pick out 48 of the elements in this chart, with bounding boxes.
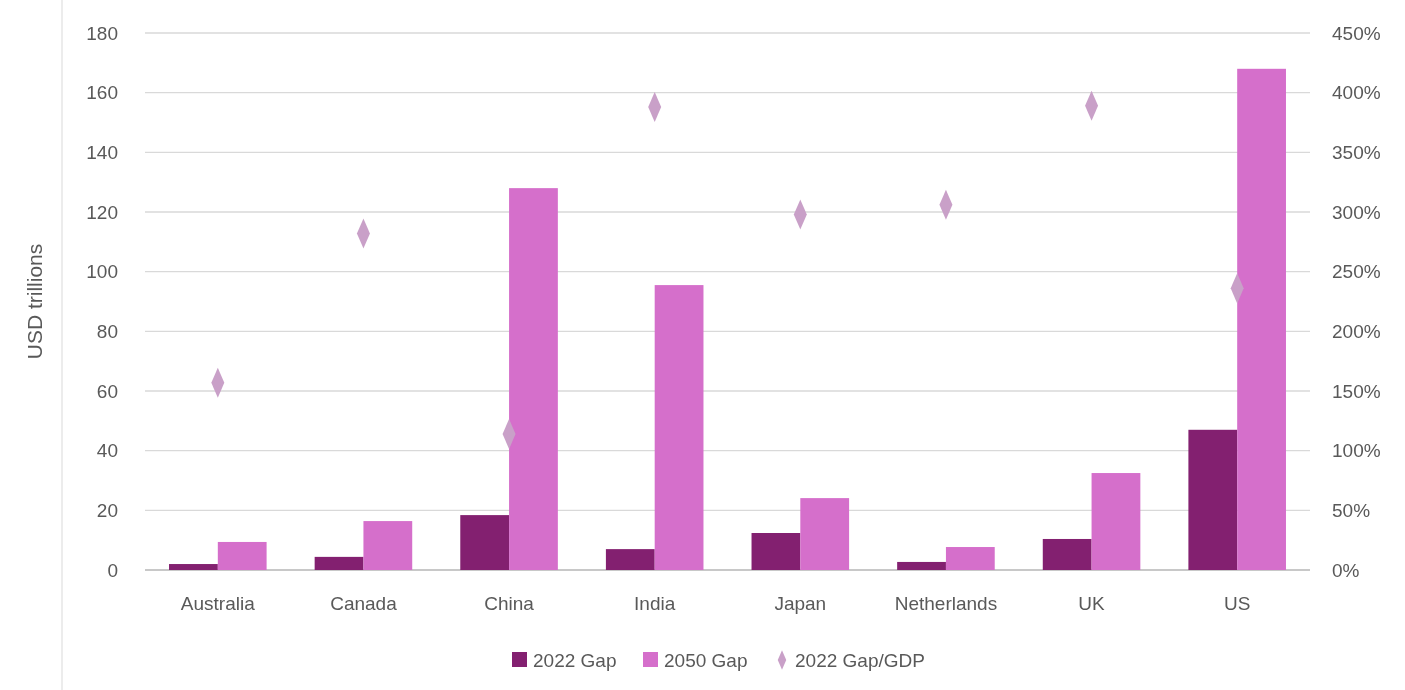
y-tick-label: 80 [96,320,118,342]
x-tick-label: US [1223,593,1251,614]
y2-tick-label: 100% [1332,440,1381,462]
bar [654,285,704,570]
bar [605,549,655,570]
x-tick-label: Canada [330,593,398,614]
bar [1237,68,1286,570]
y2-tick-label: 50% [1332,499,1371,521]
x-tick-label: India [634,593,676,614]
bar [217,541,267,570]
legend-label: 2050 Gap [664,649,748,671]
y2-tick-label: 300% [1332,201,1381,223]
y-tick-label: 140 [86,141,118,163]
y-axis-title: USD trillions [23,243,46,360]
x-tick-label: Netherlands [894,593,998,614]
y-tick-label: 0 [107,559,118,581]
y2-tick-label: 200% [1332,320,1381,342]
bar [169,564,218,570]
x-tick-label: UK [1078,593,1106,614]
y-tick-label: 160 [86,82,118,104]
bar [314,556,364,570]
bar [1042,538,1092,570]
x-tick-label: Japan [774,593,827,614]
x-tick-label: China [484,593,535,614]
y2-tick-label: 0% [1332,559,1360,581]
y-tick-label: 180 [86,22,118,44]
y-tick-label: 40 [96,440,118,462]
y2-tick-label: 450% [1332,22,1381,44]
bar [751,533,801,570]
y2-tick-label: 350% [1332,141,1381,163]
y2-tick-label: 400% [1332,82,1381,104]
bar [1091,473,1141,570]
bar [1188,429,1238,570]
legend-label: 2022 Gap [533,649,617,671]
bar [945,547,995,570]
y-tick-label: 100 [86,261,118,283]
y2-tick-label: 150% [1332,380,1381,402]
bar [509,188,558,570]
y-tick-label: 120 [86,201,118,223]
bar [897,561,946,570]
y2-tick-label: 250% [1332,261,1381,283]
bar [800,498,850,570]
legend-label: 2022 Gap/GDP [795,649,925,671]
y-tick-label: 60 [96,380,118,402]
bar [460,515,510,570]
bar [363,521,413,570]
y-tick-label: 20 [96,499,118,521]
x-tick-label: Australia [180,593,256,614]
